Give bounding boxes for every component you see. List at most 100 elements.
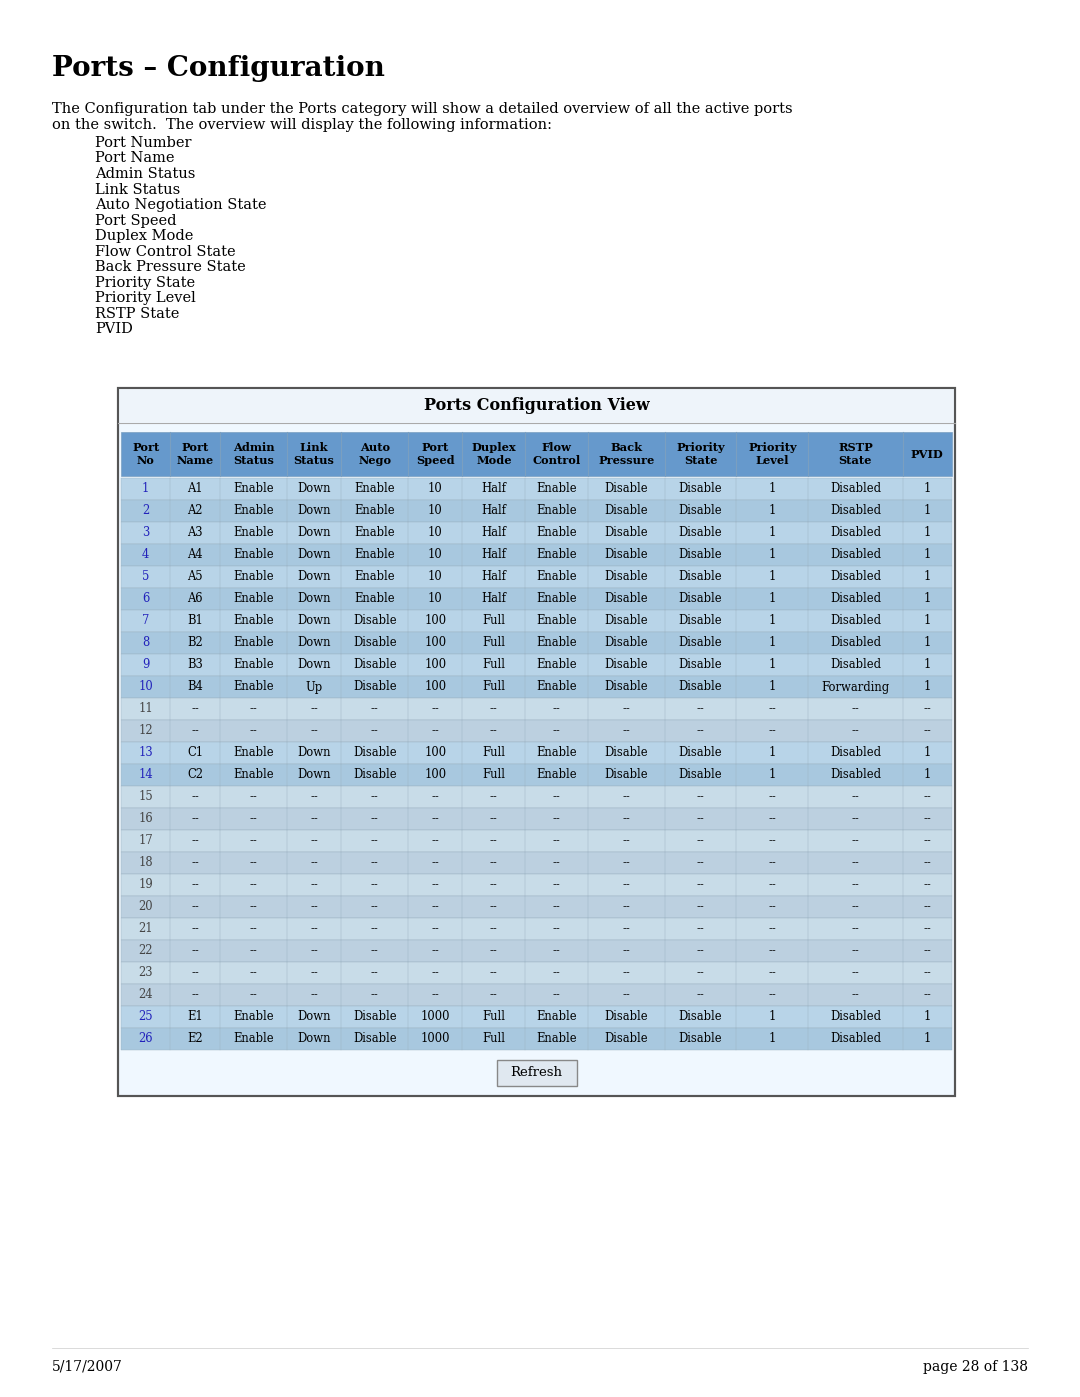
Text: 1: 1: [923, 504, 931, 517]
Text: 13: 13: [138, 746, 153, 760]
Text: Enable: Enable: [233, 746, 274, 760]
Text: --: --: [851, 703, 860, 715]
Text: Duplex Mode: Duplex Mode: [95, 229, 193, 243]
Text: Disable: Disable: [678, 1010, 723, 1024]
Text: --: --: [769, 901, 777, 914]
Text: Disable: Disable: [678, 615, 723, 627]
Text: --: --: [851, 901, 860, 914]
Text: Enable: Enable: [233, 1032, 274, 1045]
Bar: [121, 940, 951, 963]
Text: --: --: [310, 856, 318, 869]
Text: B3: B3: [187, 658, 203, 672]
Text: --: --: [310, 725, 318, 738]
Text: Ports – Configuration: Ports – Configuration: [52, 54, 384, 82]
Text: --: --: [490, 967, 498, 979]
Text: Disable: Disable: [353, 746, 396, 760]
Bar: [121, 654, 951, 676]
Text: --: --: [490, 989, 498, 1002]
Text: --: --: [697, 989, 704, 1002]
Text: Disable: Disable: [678, 746, 723, 760]
Text: --: --: [697, 813, 704, 826]
Text: 5/17/2007: 5/17/2007: [52, 1361, 123, 1375]
Text: Flow
Control: Flow Control: [532, 441, 581, 467]
Text: --: --: [553, 879, 561, 891]
Text: 1: 1: [923, 1010, 931, 1024]
Bar: [118, 388, 955, 1097]
Text: Enable: Enable: [233, 570, 274, 584]
Text: 10: 10: [428, 527, 443, 539]
Text: --: --: [622, 944, 631, 957]
Text: PVID: PVID: [910, 448, 944, 460]
Text: Priority Level: Priority Level: [95, 291, 195, 305]
Text: Disabled: Disabled: [829, 570, 881, 584]
Text: Enable: Enable: [354, 482, 395, 496]
Text: --: --: [923, 725, 931, 738]
Text: --: --: [769, 725, 777, 738]
Text: Disable: Disable: [353, 637, 396, 650]
Bar: [121, 1006, 951, 1028]
Text: A6: A6: [187, 592, 203, 605]
Text: 20: 20: [138, 901, 153, 914]
Text: Enable: Enable: [233, 504, 274, 517]
Text: A2: A2: [187, 504, 203, 517]
Text: A5: A5: [187, 570, 203, 584]
Text: Refresh: Refresh: [511, 1066, 563, 1080]
Text: 24: 24: [138, 989, 153, 1002]
Text: --: --: [769, 791, 777, 803]
Text: on the switch.  The overview will display the following information:: on the switch. The overview will display…: [52, 117, 552, 131]
Text: --: --: [697, 967, 704, 979]
Text: --: --: [851, 989, 860, 1002]
Text: Disable: Disable: [678, 768, 723, 781]
Text: E1: E1: [187, 1010, 203, 1024]
Text: 16: 16: [138, 813, 153, 826]
Text: Enable: Enable: [537, 1010, 577, 1024]
Text: 1000: 1000: [421, 1010, 450, 1024]
Text: Enable: Enable: [233, 549, 274, 562]
Text: Enable: Enable: [233, 592, 274, 605]
Text: Disable: Disable: [678, 1032, 723, 1045]
Text: Ports Configuration View: Ports Configuration View: [423, 398, 649, 415]
Bar: [121, 852, 951, 875]
Text: --: --: [370, 834, 379, 848]
Text: Enable: Enable: [537, 658, 577, 672]
Text: Enable: Enable: [537, 527, 577, 539]
Text: Link Status: Link Status: [95, 183, 180, 197]
Text: Link
Status: Link Status: [294, 441, 335, 467]
Text: Down: Down: [297, 570, 330, 584]
Text: --: --: [432, 791, 440, 803]
Text: --: --: [697, 922, 704, 936]
Text: Port Speed: Port Speed: [95, 214, 176, 228]
Bar: [118, 388, 955, 1097]
Text: --: --: [923, 879, 931, 891]
Text: --: --: [370, 856, 379, 869]
Text: 19: 19: [138, 879, 153, 891]
Text: Enable: Enable: [537, 615, 577, 627]
Text: --: --: [923, 791, 931, 803]
Text: --: --: [191, 791, 199, 803]
Text: --: --: [249, 703, 257, 715]
Text: Disabled: Disabled: [829, 549, 881, 562]
Text: --: --: [249, 967, 257, 979]
Text: Disable: Disable: [353, 615, 396, 627]
Text: Admin Status: Admin Status: [95, 168, 195, 182]
Text: C2: C2: [187, 768, 203, 781]
Text: Half: Half: [482, 527, 507, 539]
Text: --: --: [310, 989, 318, 1002]
Text: --: --: [769, 989, 777, 1002]
Bar: [118, 388, 955, 422]
Text: 1: 1: [923, 549, 931, 562]
Text: Disable: Disable: [605, 570, 648, 584]
Text: 100: 100: [424, 768, 446, 781]
Text: 1: 1: [923, 658, 931, 672]
Text: Half: Half: [482, 482, 507, 496]
Text: --: --: [697, 791, 704, 803]
Text: Disable: Disable: [353, 680, 396, 693]
Text: --: --: [249, 922, 257, 936]
Text: Full: Full: [483, 658, 505, 672]
Text: --: --: [553, 791, 561, 803]
Text: Disable: Disable: [678, 592, 723, 605]
Text: --: --: [622, 725, 631, 738]
Text: Enable: Enable: [233, 482, 274, 496]
Text: --: --: [310, 967, 318, 979]
Text: 100: 100: [424, 680, 446, 693]
